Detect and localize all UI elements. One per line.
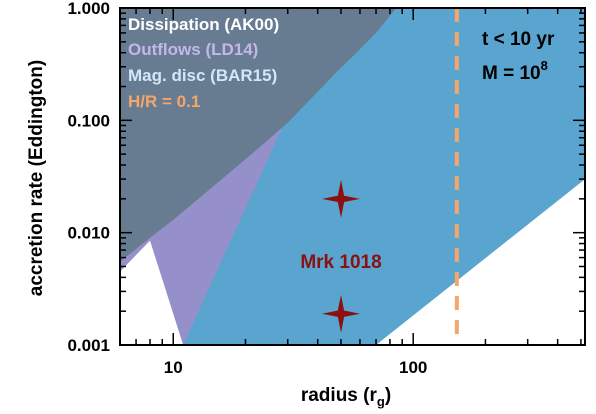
annotation-time: t < 10 yr [482, 29, 555, 50]
region-dissipation-ak00 [120, 8, 397, 262]
y-tick-label-1.000: 1.000 [67, 0, 110, 18]
y-axis-title: accretion rate (Eddington) [26, 60, 47, 296]
y-tick-label-0.100: 0.100 [67, 111, 110, 130]
legend-entry-hr: H/R = 0.1 [128, 92, 200, 111]
annotation-mass-exponent: 8 [541, 58, 548, 73]
x-axis-title-close: ) [385, 385, 391, 406]
ticks-layer: 10 100 0.001 0.010 0.100 1.000 [67, 0, 585, 377]
legend-entry-dissipation: Dissipation (AK00) [128, 15, 279, 34]
annotation-mass: M = 108 [482, 58, 548, 84]
regions-layer [120, 8, 585, 345]
legend-entry-mag-disc: Mag. disc (BAR15) [128, 66, 277, 85]
x-tick-label-10: 10 [164, 358, 183, 377]
points-layer [322, 179, 360, 333]
x-axis-title-main: radius (r [301, 385, 378, 406]
annotation-mass-base: M = 10 [482, 63, 541, 84]
legend: Dissipation (AK00) Outflows (LD14) Mag. … [128, 15, 279, 111]
x-axis-title-sub: g [377, 394, 385, 409]
annotation-box: t < 10 yr M = 108 [482, 29, 555, 84]
legend-entry-outflows: Outflows (LD14) [128, 40, 258, 59]
frame-layer [119, 7, 586, 346]
point-label-mrk1018: Mrk 1018 [300, 252, 381, 273]
star-marker-2 [322, 294, 360, 333]
star-marker-1 [322, 179, 360, 218]
plot-frame [119, 7, 586, 346]
y-tick-label-0.010: 0.010 [67, 224, 110, 243]
x-axis-title: radius (rg) [301, 385, 391, 409]
x-tick-label-100: 100 [399, 358, 427, 377]
y-tick-label-0.001: 0.001 [67, 336, 110, 355]
